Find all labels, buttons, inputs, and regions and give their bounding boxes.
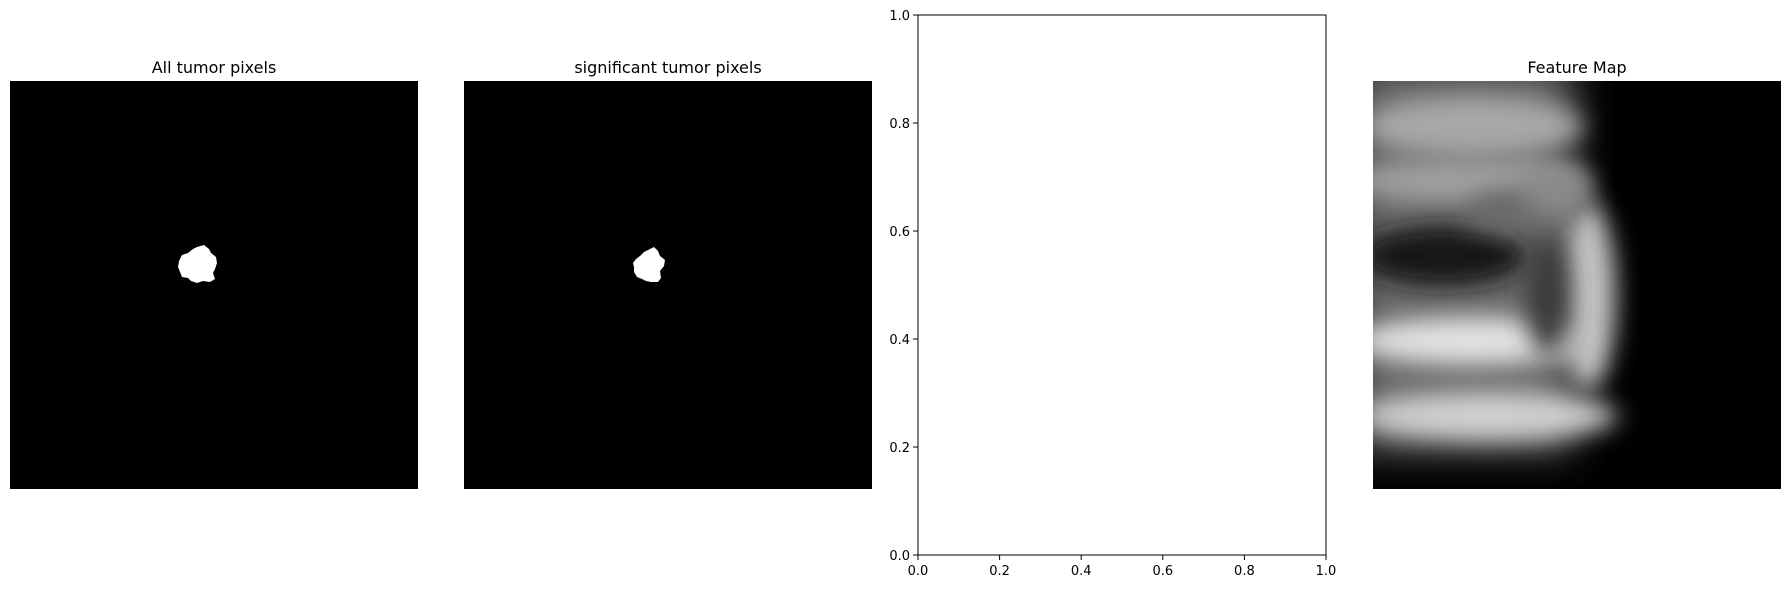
- panel-2-mask-image: [464, 81, 872, 489]
- panel-1-mask-svg: [178, 245, 217, 283]
- tumor-blob: [178, 245, 217, 283]
- y-tick-label: 0.2: [889, 441, 910, 456]
- panel-2-title: significant tumor pixels: [574, 58, 762, 77]
- x-tick-label: 0.6: [1152, 564, 1173, 579]
- axes-frame: [917, 14, 1327, 556]
- y-tick-label: 0.8: [889, 117, 910, 132]
- panel-4-title: Feature Map: [1527, 58, 1627, 77]
- y-tick-label: 0.4: [889, 333, 910, 348]
- panel-2-mask-svg: [633, 247, 665, 282]
- y-axis: 0.0 0.2 0.4 0.6 0.8 1.0: [889, 9, 918, 564]
- feature-map-image: [1373, 81, 1781, 489]
- x-tick-label: 0.4: [1071, 564, 1092, 579]
- empty-axes-chart: 0.0 0.2 0.4 0.6 0.8 1.0 0.0 0.2 0.4 0.6 0.8 1.0: [889, 9, 1337, 579]
- x-tick-label: 0.0: [908, 564, 929, 579]
- y-tick-label: 1.0: [889, 9, 910, 24]
- y-tick-label: 0.6: [889, 225, 910, 240]
- x-axis: 0.0 0.2 0.4 0.6 0.8 1.0: [908, 555, 1337, 579]
- feature-map-blobs: [1373, 81, 1618, 451]
- y-tick-label: 0.0: [889, 549, 910, 564]
- feature-map-svg: [1373, 81, 1781, 489]
- significant-tumor-blob: [633, 247, 665, 282]
- panel-1-mask-image: [10, 81, 418, 489]
- x-tick-label: 0.8: [1234, 564, 1255, 579]
- panel-1-title: All tumor pixels: [151, 58, 277, 77]
- x-tick-label: 1.0: [1316, 564, 1337, 579]
- x-tick-label: 0.2: [989, 564, 1010, 579]
